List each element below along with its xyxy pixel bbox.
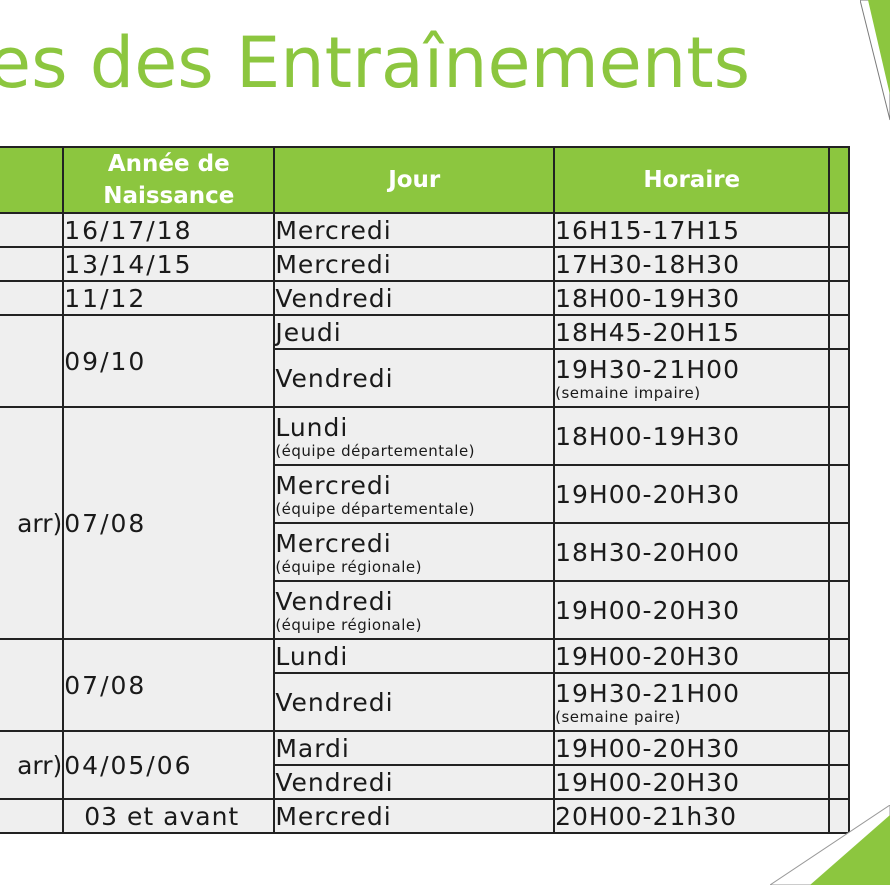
time-cell: 16H15-17H15	[554, 213, 829, 247]
day-cell: Mercredi	[274, 799, 554, 833]
header-birth-year: Année de Naissance	[63, 147, 274, 213]
table-row: 03 et avant Mercredi 20H00-21h30	[0, 799, 849, 833]
extra-cell	[829, 281, 849, 315]
table-row: 09/10 Jeudi 18H45-20H15	[0, 315, 849, 349]
training-schedule-table: Année de Naissance Jour Horaire 16/17/18…	[0, 146, 850, 834]
category-cell: arr)	[0, 407, 63, 639]
time-cell: 19H00-20H30	[554, 765, 829, 799]
day-cell: Vendredi	[274, 765, 554, 799]
table-row: 07/08 Lundi 19H00-20H30	[0, 639, 849, 673]
day-note: (équipe régionale)	[275, 558, 553, 576]
extra-cell	[829, 523, 849, 581]
day-cell: Mardi	[274, 731, 554, 765]
birth-year-cell: 13/14/15	[63, 247, 274, 281]
time-note: (semaine paire)	[555, 708, 828, 726]
day-cell: Mercredi	[274, 213, 554, 247]
table-row: arr) 04/05/06 Mardi 19H00-20H30	[0, 731, 849, 765]
time-cell: 18H45-20H15	[554, 315, 829, 349]
extra-cell	[829, 349, 849, 407]
decorative-triangle-top	[860, 0, 890, 140]
extra-cell	[829, 465, 849, 523]
header-time: Horaire	[554, 147, 829, 213]
header-category	[0, 147, 63, 213]
day-value: Vendredi	[275, 587, 393, 616]
extra-cell	[829, 315, 849, 349]
day-cell: Vendredi (équipe régionale)	[274, 581, 554, 639]
extra-cell	[829, 731, 849, 765]
day-cell: Jeudi	[274, 315, 554, 349]
birth-year-cell: 16/17/18	[63, 213, 274, 247]
day-cell: Vendredi	[274, 673, 554, 731]
birth-year-cell: 11/12	[63, 281, 274, 315]
day-note: (équipe départementale)	[275, 500, 553, 518]
category-cell	[0, 213, 63, 247]
time-cell: 19H30-21H00 (semaine impaire)	[554, 349, 829, 407]
category-cell	[0, 799, 63, 833]
category-cell	[0, 247, 63, 281]
time-note: (semaine impaire)	[555, 384, 828, 402]
decorative-triangle-bottom	[770, 805, 890, 885]
day-note: (équipe régionale)	[275, 616, 553, 634]
day-cell: Mercredi (équipe départementale)	[274, 465, 554, 523]
day-value: Mercredi	[275, 471, 391, 500]
category-cell	[0, 281, 63, 315]
day-cell: Lundi	[274, 639, 554, 673]
extra-cell	[829, 765, 849, 799]
birth-year-cell: 03 et avant	[63, 799, 274, 833]
time-cell: 19H00-20H30	[554, 731, 829, 765]
extra-cell	[829, 581, 849, 639]
day-cell: Mercredi	[274, 247, 554, 281]
day-value: Mercredi	[275, 529, 391, 558]
time-value: 19H30-21H00	[555, 679, 740, 708]
time-value: 19H30-21H00	[555, 355, 740, 384]
header-day: Jour	[274, 147, 554, 213]
time-cell: 19H00-20H30	[554, 581, 829, 639]
header-birth-year-line2: Naissance	[103, 183, 234, 209]
day-cell: Vendredi	[274, 349, 554, 407]
category-cell	[0, 315, 63, 407]
category-cell: arr)	[0, 731, 63, 799]
table-row: 16/17/18 Mercredi 16H15-17H15	[0, 213, 849, 247]
birth-year-cell: 04/05/06	[63, 731, 274, 799]
extra-cell	[829, 673, 849, 731]
header-extra	[829, 147, 849, 213]
time-cell: 19H00-20H30	[554, 465, 829, 523]
day-cell: Vendredi	[274, 281, 554, 315]
header-row: Année de Naissance Jour Horaire	[0, 147, 849, 213]
time-cell: 19H30-21H00 (semaine paire)	[554, 673, 829, 731]
day-note: (équipe départementale)	[275, 442, 553, 460]
time-cell: 18H30-20H00	[554, 523, 829, 581]
category-cell	[0, 639, 63, 731]
extra-cell	[829, 407, 849, 465]
page-title: es des Entraînements	[0, 22, 750, 104]
day-value: Lundi	[275, 413, 348, 442]
birth-year-cell: 09/10	[63, 315, 274, 407]
birth-year-cell: 07/08	[63, 639, 274, 731]
extra-cell	[829, 247, 849, 281]
header-birth-year-line1: Année de	[108, 151, 230, 177]
table-row: 13/14/15 Mercredi 17H30-18H30	[0, 247, 849, 281]
table-row: arr) 07/08 Lundi (équipe départementale)…	[0, 407, 849, 465]
table-row: 11/12 Vendredi 18H00-19H30	[0, 281, 849, 315]
extra-cell	[829, 213, 849, 247]
time-cell: 18H00-19H30	[554, 407, 829, 465]
birth-year-cell: 07/08	[63, 407, 274, 639]
day-cell: Lundi (équipe départementale)	[274, 407, 554, 465]
time-cell: 18H00-19H30	[554, 281, 829, 315]
extra-cell	[829, 639, 849, 673]
time-cell: 19H00-20H30	[554, 639, 829, 673]
time-cell: 17H30-18H30	[554, 247, 829, 281]
day-cell: Mercredi (équipe régionale)	[274, 523, 554, 581]
